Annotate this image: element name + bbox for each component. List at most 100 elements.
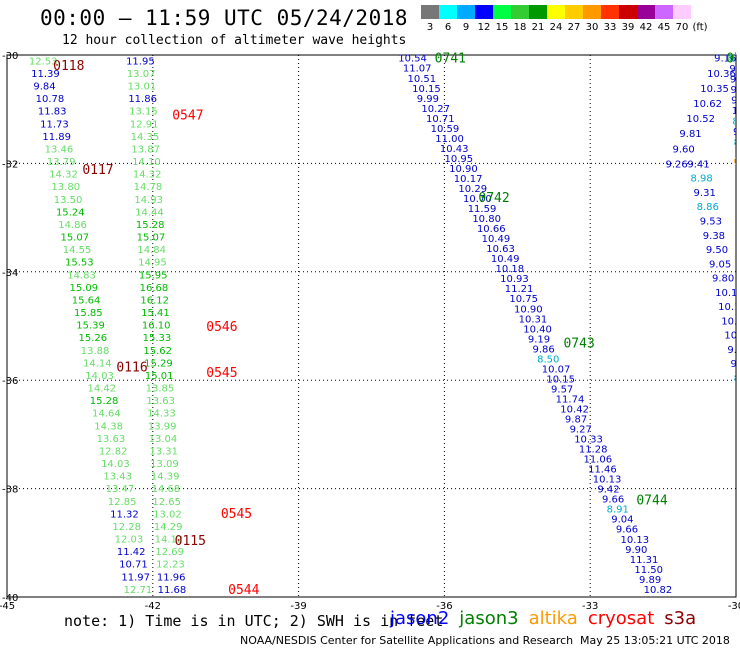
swh-value: 13.79 — [47, 157, 76, 168]
y-tick-label: -34 — [2, 268, 18, 279]
swh-value: 16.68 — [140, 283, 169, 294]
swh-value: 9.27 — [729, 64, 740, 75]
swh-value: 14.93 — [134, 195, 163, 206]
swh-value: 15.95 — [139, 270, 168, 281]
scale-label: 39 — [621, 22, 635, 33]
chart-title: 00:00 – 11:59 UTC 05/24/2018 — [40, 6, 409, 30]
swh-value: 13.88 — [81, 346, 110, 357]
swh-value: 9.90 — [625, 545, 647, 556]
y-tick-label: -30 — [2, 51, 18, 62]
swh-value: 11.59 — [468, 204, 497, 215]
swh-value: 14.55 — [63, 245, 92, 256]
swh-value: 9.57 — [551, 384, 573, 395]
swh-value: 9.87 — [565, 414, 587, 425]
scale-unit: (ft) — [692, 22, 708, 33]
swh-value: 11.96 — [157, 572, 186, 583]
pass-time-label: 0116 — [116, 361, 147, 376]
swh-value: 8.50 — [537, 354, 559, 365]
scale-swatch — [457, 5, 475, 19]
swh-value: 11.97 — [121, 572, 150, 583]
swh-value: 15.53 — [65, 258, 94, 269]
y-tick-label: -38 — [2, 485, 18, 496]
scale-swatch — [655, 5, 673, 19]
swh-value: 14.78 — [134, 182, 163, 193]
swh-value: 9.38 — [727, 345, 740, 356]
swh-value: 10.37 — [721, 316, 740, 327]
pass-time-label: 0115 — [175, 534, 206, 549]
swh-value: 14.42 — [88, 384, 117, 395]
pass-time-label: 0118 — [53, 59, 84, 74]
swh-value: 9.34 — [731, 96, 740, 107]
swh-value: 10.62 — [693, 99, 722, 110]
swh-value: 10.95 — [445, 154, 474, 165]
swh-value: 12.03 — [115, 535, 144, 546]
scale-swatch — [565, 5, 583, 19]
swh-value: 10.49 — [482, 234, 511, 245]
swh-value: 10.05 — [732, 106, 740, 117]
swh-value: 11.68 — [158, 585, 187, 596]
swh-value: 9.53 — [700, 216, 722, 227]
swh-value: 14.38 — [94, 421, 123, 432]
swh-value: 14.12 — [155, 535, 184, 546]
swh-value: 9.89 — [639, 575, 661, 586]
swh-value: 9.62 — [730, 75, 740, 86]
scale-label: 42 — [639, 22, 653, 33]
swh-value: 13.87 — [131, 144, 160, 155]
scale-label: 12 — [477, 22, 491, 33]
swh-value: 11.83 — [38, 107, 67, 118]
swh-value: 11.06 — [583, 455, 612, 466]
swh-value: 9.80 — [712, 274, 734, 285]
pass-time-label: 0741 — [435, 52, 466, 67]
y-tick-label: -32 — [2, 159, 18, 170]
swh-value: 15.62 — [143, 346, 172, 357]
scale-swatch — [511, 5, 529, 19]
swh-value: 8.91 — [607, 505, 629, 516]
swh-value: 9.42 — [597, 485, 619, 496]
pass-time-label: 0741 — [726, 52, 740, 67]
swh-value: 9.11 — [733, 127, 740, 138]
swh-value: 10.42 — [560, 404, 589, 415]
swh-value: 10.07 — [542, 364, 571, 375]
swh-value: 15.26 — [79, 333, 108, 344]
swh-value: 10.71 — [426, 114, 455, 125]
swh-value: 15.07 — [137, 233, 166, 244]
scale-swatch — [475, 5, 493, 19]
swh-value: 12.65 — [152, 497, 181, 508]
swh-value: 9.19 — [528, 334, 550, 345]
swh-value: 12.85 — [108, 497, 137, 508]
y-tick-label: -40 — [2, 593, 18, 604]
swh-value: 10.43 — [440, 144, 469, 155]
swh-value: 9.26 — [666, 159, 688, 170]
swh-value: 15.85 — [74, 308, 103, 319]
swh-value: 13.04 — [149, 434, 178, 445]
swh-value: 13.01 — [128, 82, 157, 93]
swh-value: 16.10 — [142, 321, 171, 332]
swh-value: 9.04 — [611, 515, 633, 526]
swh-value: 9.31 — [694, 188, 716, 199]
scale-swatch — [547, 5, 565, 19]
swh-value: 8.78 — [734, 138, 740, 149]
swh-value: 11.95 — [126, 56, 155, 67]
swh-value: 9.60 — [672, 144, 694, 155]
swh-value: 10.27 — [421, 104, 450, 115]
swh-value: 8.81 — [729, 54, 740, 65]
x-tick-label: -30 — [728, 601, 740, 610]
swh-value: 10.33 — [574, 435, 603, 446]
scale-label: 33 — [603, 22, 617, 33]
swh-value: 13.09 — [150, 459, 179, 470]
scale-label: 70 — [675, 22, 689, 33]
swh-value: 14.86 — [58, 220, 87, 231]
swh-value: 11.00 — [435, 134, 464, 145]
x-tick-label: -39 — [290, 601, 306, 610]
swh-value: 14.14 — [83, 358, 112, 369]
scale-swatch — [637, 5, 655, 19]
x-tick-label: -42 — [145, 601, 161, 610]
scale-label: 27 — [567, 22, 581, 33]
swh-value: 10.40 — [523, 324, 552, 335]
swh-value: 10.29 — [458, 184, 487, 195]
swh-value: 13.07 — [127, 69, 156, 80]
swh-value: 15.24 — [56, 207, 85, 218]
swh-value: 10.59 — [431, 124, 460, 135]
pass-time-label: 0743 — [563, 336, 594, 351]
swh-value: 11.74 — [556, 394, 585, 405]
